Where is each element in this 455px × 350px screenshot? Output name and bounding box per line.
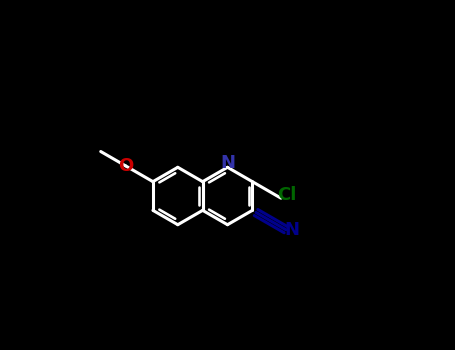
- Text: Cl: Cl: [278, 186, 297, 204]
- Text: N: N: [285, 221, 300, 239]
- Text: O: O: [118, 157, 133, 175]
- Text: N: N: [220, 154, 235, 172]
